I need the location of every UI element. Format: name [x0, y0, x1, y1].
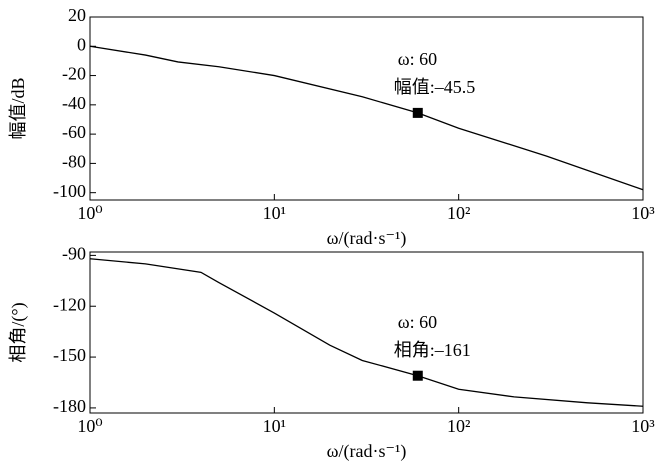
- y-axis-label: 幅值/dB: [8, 77, 28, 139]
- x-tick-label: 10⁰: [77, 416, 102, 436]
- x-tick-label: 10³: [631, 416, 655, 436]
- annotation-label: ω: 60: [398, 312, 437, 332]
- x-tick-label: 10¹: [263, 203, 286, 223]
- y-axis-label: 相角/(°): [8, 302, 29, 362]
- x-axis-label: ω/(rad·s⁻¹): [327, 441, 407, 462]
- x-tick-label: 10¹: [263, 416, 286, 436]
- annotation-label: 幅值:–45.5: [394, 77, 476, 97]
- annotation-label: ω: 60: [398, 49, 437, 69]
- x-axis-label: ω/(rad·s⁻¹): [327, 228, 407, 249]
- axes-frame: [89, 251, 644, 414]
- x-tick-label: 10²: [447, 416, 470, 436]
- y-tick-label: 0: [77, 34, 86, 54]
- y-tick-label: -40: [62, 93, 86, 113]
- curve: [89, 258, 644, 407]
- y-tick-label: -100: [53, 181, 86, 201]
- annotation-label: 相角:–161: [394, 340, 471, 360]
- y-tick-label: -150: [53, 345, 86, 365]
- y-tick-label: -120: [53, 294, 86, 314]
- curve: [89, 45, 644, 191]
- x-tick-label: 10³: [631, 203, 655, 223]
- y-tick-label: -90: [62, 244, 86, 264]
- y-tick-label: 20: [68, 5, 86, 25]
- y-tick-label: -80: [62, 152, 86, 172]
- y-tick-label: -180: [53, 396, 86, 416]
- x-tick-label: 10⁰: [77, 203, 102, 223]
- axes-frame: [89, 16, 644, 201]
- data-marker: [412, 107, 423, 118]
- y-tick-label: -60: [62, 122, 86, 142]
- x-tick-label: 10²: [447, 203, 470, 223]
- data-marker: [412, 370, 423, 381]
- y-tick-label: -20: [62, 64, 86, 84]
